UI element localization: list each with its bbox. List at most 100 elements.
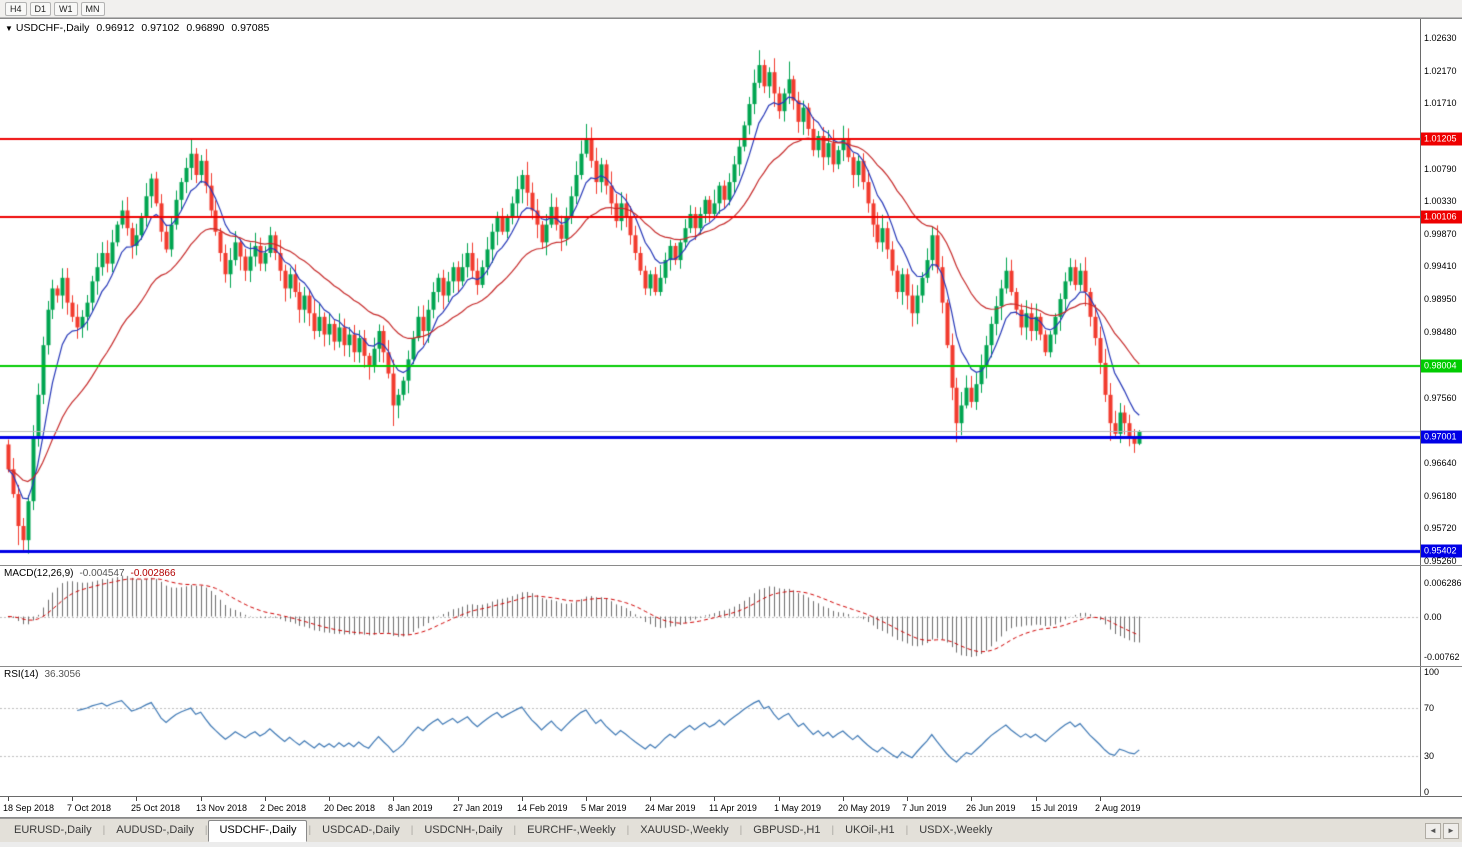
date-label: 2 Dec 2018	[260, 803, 307, 813]
chart-tab-usdchf-daily[interactable]: USDCHF-,Daily	[208, 819, 308, 842]
macd-label: MACD(12,26,9) -0.004547 -0.002866	[4, 568, 182, 579]
chart-tab-usdcnh-daily[interactable]: USDCNH-,Daily	[424, 824, 503, 836]
rsi-name: RSI(14)	[4, 669, 39, 680]
chart-tab-usdx-weekly[interactable]: USDX-,Weekly	[919, 824, 993, 836]
tab-separator: |	[204, 825, 208, 836]
chart-tab-gbpusd-h1[interactable]: GBPUSD-,H1	[753, 824, 821, 836]
date-tick	[265, 797, 266, 801]
chart-tab-xauusd-weekly[interactable]: XAUUSD-,Weekly	[640, 824, 729, 836]
macd-axis: 0.006286 0.00 -0.00762	[1420, 566, 1462, 666]
chart-title: ▼ USDCHF-,Daily 0.96912 0.97102 0.96890 0.970…	[5, 22, 276, 34]
price-axis-label: 0.97560	[1424, 392, 1457, 403]
chart-tab-eurchf-weekly[interactable]: EURCHF-,Weekly	[527, 824, 616, 836]
price-axis-label: 1.02170	[1424, 65, 1457, 76]
date-tick	[458, 797, 459, 801]
price-axis-label: 0.96180	[1424, 490, 1457, 501]
date-tick	[843, 797, 844, 801]
timeframe-button-w1[interactable]: W1	[54, 1, 78, 16]
macd-axis-label: 0.006286	[1424, 578, 1462, 589]
date-tick	[329, 797, 330, 801]
rsi-axis-label: 100	[1424, 666, 1440, 677]
price-axis-label: 0.95720	[1424, 523, 1457, 534]
rsi-panel: RSI(14) 36.3056 100 70 30 0	[0, 666, 1462, 796]
date-label: 14 Feb 2019	[517, 803, 568, 813]
price-level-tag: 1.00106	[1421, 210, 1462, 224]
tab-separator: |	[410, 825, 414, 836]
timeframe-toolbar: H4 D1 W1 MN	[0, 0, 1462, 18]
price-axis-label: 1.01710	[1424, 98, 1457, 109]
price-axis-label: 0.99870	[1424, 228, 1457, 239]
macd-value-signal: -0.002866	[130, 568, 176, 579]
date-label: 2 Aug 2019	[1095, 803, 1141, 813]
rsi-label: RSI(14) 36.3056	[4, 669, 87, 680]
date-tick	[971, 797, 972, 801]
price-level-tag: 1.01205	[1421, 132, 1462, 146]
date-label: 7 Oct 2018	[67, 803, 112, 813]
price-chart-canvas[interactable]	[0, 19, 1420, 565]
tab-separator: |	[831, 825, 835, 836]
date-label: 20 Dec 2018	[324, 803, 376, 813]
tab-separator: |	[308, 825, 312, 836]
tab-separator: |	[905, 825, 909, 836]
price-axis-label: 0.96640	[1424, 457, 1457, 468]
price-axis-label: 0.95260	[1424, 555, 1457, 565]
price-axis: 1.02630 1.02170 1.01710 1.00790 1.00330 0.998…	[1420, 19, 1462, 565]
price-axis-label: 1.00790	[1424, 163, 1457, 174]
ohlc-high-value: 0.97102	[141, 22, 180, 34]
date-tick	[522, 797, 523, 801]
macd-axis-label: 0.00	[1424, 611, 1442, 622]
price-axis-label: 0.98950	[1424, 294, 1457, 305]
date-label: 7 Jun 2019	[902, 803, 947, 813]
tab-scroll-right-icon[interactable]: ►	[1443, 823, 1459, 839]
tab-scroll-controls: ◄ ►	[1425, 823, 1459, 839]
date-label: 18 Sep 2018	[3, 803, 55, 813]
date-label: 8 Jan 2019	[388, 803, 433, 813]
date-tick	[136, 797, 137, 801]
rsi-canvas[interactable]	[0, 667, 1420, 796]
rsi-value: 36.3056	[44, 669, 81, 680]
price-axis-label: 0.98480	[1424, 327, 1457, 338]
tab-separator: |	[513, 825, 517, 836]
symbol-dropdown-icon[interactable]: ▼	[5, 24, 13, 33]
date-tick	[1100, 797, 1101, 801]
chart-tab-usdcad-daily[interactable]: USDCAD-,Daily	[322, 824, 400, 836]
ohlc-close-value: 0.97085	[231, 22, 270, 34]
ohlc-open-value: 0.96912	[96, 22, 135, 34]
macd-canvas[interactable]	[0, 566, 1420, 666]
tab-separator: |	[739, 825, 743, 836]
rsi-axis-label: 30	[1424, 751, 1435, 762]
date-tick	[393, 797, 394, 801]
date-tick	[907, 797, 908, 801]
date-label: 20 May 2019	[838, 803, 891, 813]
date-tick	[714, 797, 715, 801]
ohlc-low-value: 0.96890	[186, 22, 225, 34]
macd-axis-label: -0.00762	[1424, 652, 1460, 662]
symbol-tab-bar-tabs: EURUSD-,Daily | AUDUSD-,Daily | USDCHF-,Dail…	[4, 819, 1002, 842]
timeframe-button-h4[interactable]: H4	[5, 1, 27, 16]
timeframe-button-d1[interactable]: D1	[29, 1, 52, 16]
date-label: 27 Jan 2019	[453, 803, 503, 813]
timeframe-button-mn[interactable]: MN	[80, 1, 105, 16]
rsi-axis: 100 70 30 0	[1420, 667, 1462, 796]
date-tick	[586, 797, 587, 801]
chart-symbol-label: USDCHF-,Daily	[15, 22, 90, 34]
chart-tab-eurusd-daily[interactable]: EURUSD-,Daily	[14, 824, 92, 836]
date-label: 11 Apr 2019	[709, 803, 757, 813]
tab-scroll-left-icon[interactable]: ◄	[1425, 823, 1441, 839]
date-label: 5 Mar 2019	[581, 803, 627, 813]
price-chart-panel: ▼ USDCHF-,Daily 0.96912 0.97102 0.96890 0.970…	[0, 19, 1462, 565]
date-label: 1 May 2019	[774, 803, 822, 813]
date-label: 25 Oct 2018	[131, 803, 181, 813]
price-level-tag: 0.95402	[1421, 544, 1462, 558]
date-tick	[201, 797, 202, 801]
price-level-tag: 0.97001	[1421, 430, 1462, 444]
tab-separator: |	[626, 825, 630, 836]
symbol-tab-bar: EURUSD-,Daily | AUDUSD-,Daily | USDCHF-,Dail…	[0, 818, 1462, 842]
price-axis-label: 0.99410	[1424, 261, 1457, 272]
chart-tab-audusd-daily[interactable]: AUDUSD-,Daily	[116, 824, 194, 836]
price-axis-label: 1.00330	[1424, 196, 1457, 207]
date-tick	[779, 797, 780, 801]
chart-tab-ukoil-h1[interactable]: UKOil-,H1	[845, 824, 895, 836]
date-tick	[72, 797, 73, 801]
